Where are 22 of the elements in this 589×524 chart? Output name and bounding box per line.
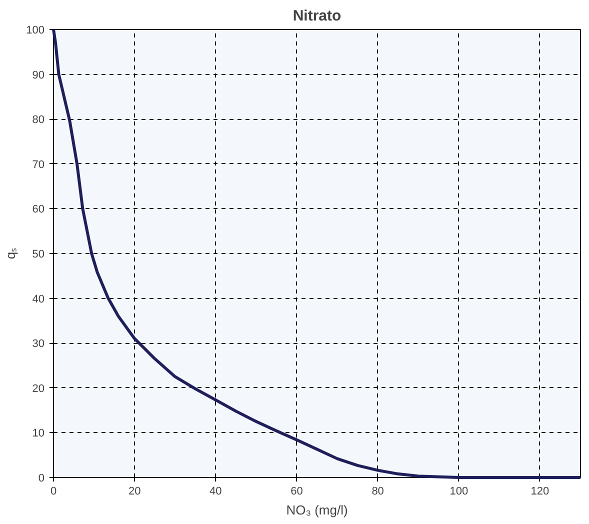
line-series	[52, 28, 582, 479]
y-tick-label: 10	[32, 428, 45, 440]
y-tick-label: 70	[32, 158, 45, 171]
y-tick-label: 20	[32, 382, 45, 395]
chart-title: Nitrato	[292, 8, 342, 24]
y-tick-label: 40	[32, 293, 45, 306]
x-tick-label: 0	[50, 486, 57, 498]
y-tick-label: 80	[32, 114, 45, 126]
x-tick-label: 20	[128, 486, 141, 498]
y-tick-label: 90	[32, 69, 45, 82]
y-tick-label: 60	[32, 204, 45, 216]
y-tick-label: 30	[32, 338, 45, 350]
x-tick-label: 80	[372, 486, 384, 498]
y-tick-label: 0	[38, 472, 45, 484]
x-axis-title: NO₃ (mg/l)	[286, 502, 348, 518]
x-tick-label: 40	[210, 486, 222, 498]
x-tick-label: 120	[530, 486, 550, 498]
y-tick-label: 50	[32, 248, 45, 260]
x-tick-label: 60	[290, 486, 303, 498]
y-axis-title: qₛ	[3, 248, 18, 260]
x-tick-label: 100	[450, 486, 468, 498]
y-tick-label: 100	[26, 24, 45, 36]
